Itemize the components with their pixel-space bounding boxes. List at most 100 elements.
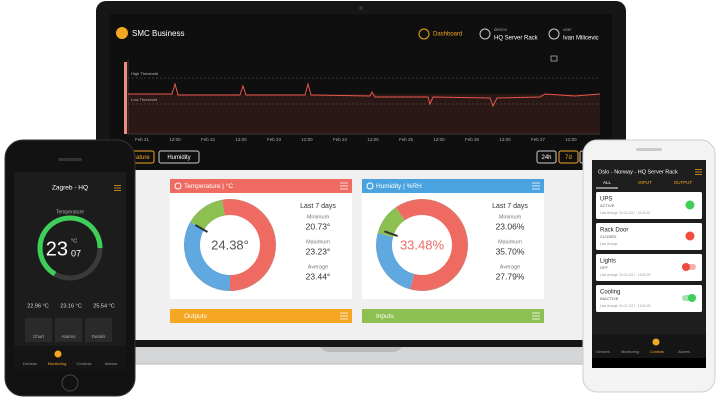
download-icon [550, 55, 558, 62]
panel-title[interactable]: Inputs [376, 313, 394, 320]
action-label[interactable]: Chart [33, 334, 45, 339]
x-tick-label: 12:00 [367, 137, 379, 142]
gauge-segment [190, 199, 226, 231]
settings-icon [532, 312, 540, 320]
item-card[interactable] [596, 192, 702, 219]
tab[interactable]: ALL [603, 180, 612, 185]
nav-active [652, 338, 660, 346]
tab[interactable]: OUTPUT [674, 180, 693, 185]
settings-icon [340, 312, 348, 320]
x-tick-label: Feb 26 [465, 137, 480, 142]
tab[interactable]: INPUT [638, 180, 652, 185]
nav-item[interactable]: Controls [77, 361, 92, 366]
gauge-segment [395, 199, 468, 291]
item-card[interactable] [596, 285, 702, 312]
user-label: user [563, 27, 572, 32]
range-button[interactable] [536, 150, 557, 164]
panel-title[interactable]: Outputs [184, 313, 208, 320]
card-header [170, 179, 352, 193]
user-icon [548, 28, 560, 40]
panel-header[interactable] [362, 309, 544, 323]
x-tick-label: 12:00 [499, 137, 511, 142]
speaker [636, 148, 662, 151]
header-title: Oslo - Norway - HQ Server Rack [598, 169, 678, 175]
x-tick-label: Feb 23 [267, 137, 282, 142]
dashboard-icon [418, 28, 430, 40]
item-status: OFF [600, 265, 609, 270]
stat-label: Average [500, 264, 520, 270]
card-title: Temperature | °C [184, 182, 233, 190]
bottom-nav [592, 334, 706, 358]
action-button[interactable] [25, 318, 52, 342]
device-icon [479, 28, 491, 40]
nav-item[interactable]: Alarms [678, 350, 690, 354]
reading: 22.96 °C [27, 303, 48, 309]
nav-item[interactable]: Alarms [105, 361, 117, 366]
stat-label: Maximum [498, 239, 522, 245]
high-threshold-label: High Threshold [131, 71, 158, 76]
item-changed: Last change: 22.01.2017 - 15:43:29 [600, 273, 651, 277]
settings-icon [532, 182, 540, 190]
nav-item[interactable]: Monitoring [621, 350, 639, 354]
range-label[interactable]: 24h [541, 155, 551, 161]
header-title: Zagreb - HQ [52, 185, 88, 192]
item-name: Lights [600, 259, 616, 265]
device-name[interactable]: HQ Server Rack [494, 36, 539, 42]
gauge-arc [37, 215, 103, 277]
menu-icon [114, 185, 121, 191]
nav-item[interactable]: Devices [23, 361, 37, 366]
gauge-value: 33.48% [400, 237, 445, 252]
laptop-notch [320, 346, 402, 352]
action-label[interactable]: Alarms [61, 334, 76, 339]
x-tick-label: 12:00 [301, 137, 313, 142]
toggle-knob[interactable] [688, 294, 696, 302]
stat-label: Average [308, 264, 328, 270]
nav-active [54, 350, 62, 358]
card-title: Humidity | %RH [376, 183, 422, 190]
range-button[interactable] [558, 150, 579, 164]
stat-value: 35.70% [496, 246, 525, 256]
speaker [58, 158, 82, 161]
stat-value: 20.73° [306, 221, 331, 231]
bottom-nav [14, 346, 126, 370]
nav-item[interactable]: Controls [650, 350, 664, 354]
action-button[interactable] [55, 318, 82, 342]
low-threshold-label: Low Threshold [131, 97, 157, 102]
settings-icon [340, 182, 348, 190]
stat-value: 23.06% [496, 221, 525, 231]
stat-label: Minimum [307, 214, 330, 220]
item-name: UPS [600, 197, 612, 203]
menu-icon [695, 169, 702, 175]
nav-item[interactable]: Monitoring [48, 361, 67, 366]
gauge-label: Temperature [56, 209, 84, 215]
period: Last 7 days [492, 203, 528, 210]
x-tick-label: Feb 27 [531, 137, 546, 142]
panel-header[interactable] [170, 309, 352, 323]
item-changed: Last change: 22.01.2017 - 03:11:00 [600, 211, 650, 215]
nav-item[interactable]: Devices [596, 350, 610, 354]
gauge-center [395, 218, 449, 272]
range-label[interactable]: 7d [565, 155, 572, 161]
reading: 23.16 °C [60, 303, 81, 309]
toggle-knob[interactable] [682, 263, 690, 271]
tab-humidity[interactable] [158, 150, 200, 164]
action-button[interactable] [85, 318, 112, 342]
card-header [362, 179, 544, 193]
temperature-area [128, 94, 600, 134]
tab-label[interactable]: Humidity [167, 155, 190, 161]
item-name: Rack Door [600, 228, 628, 234]
nav-dashboard[interactable]: Dashboard [433, 32, 462, 38]
status-icon[interactable] [685, 200, 695, 210]
x-tick-label: Feb 24 [333, 137, 348, 142]
x-tick-label: 12:00 [433, 137, 445, 142]
user-name[interactable]: Ivan Milicevic [563, 36, 599, 42]
action-label[interactable]: Details [92, 334, 107, 339]
reading: 25.54 °C [93, 303, 114, 309]
status-icon[interactable] [685, 231, 695, 241]
logo [116, 27, 128, 39]
item-card[interactable] [596, 254, 702, 281]
item-card[interactable] [596, 223, 702, 250]
gauge-needle [384, 230, 398, 238]
x-tick-label: 12:00 [235, 137, 247, 142]
